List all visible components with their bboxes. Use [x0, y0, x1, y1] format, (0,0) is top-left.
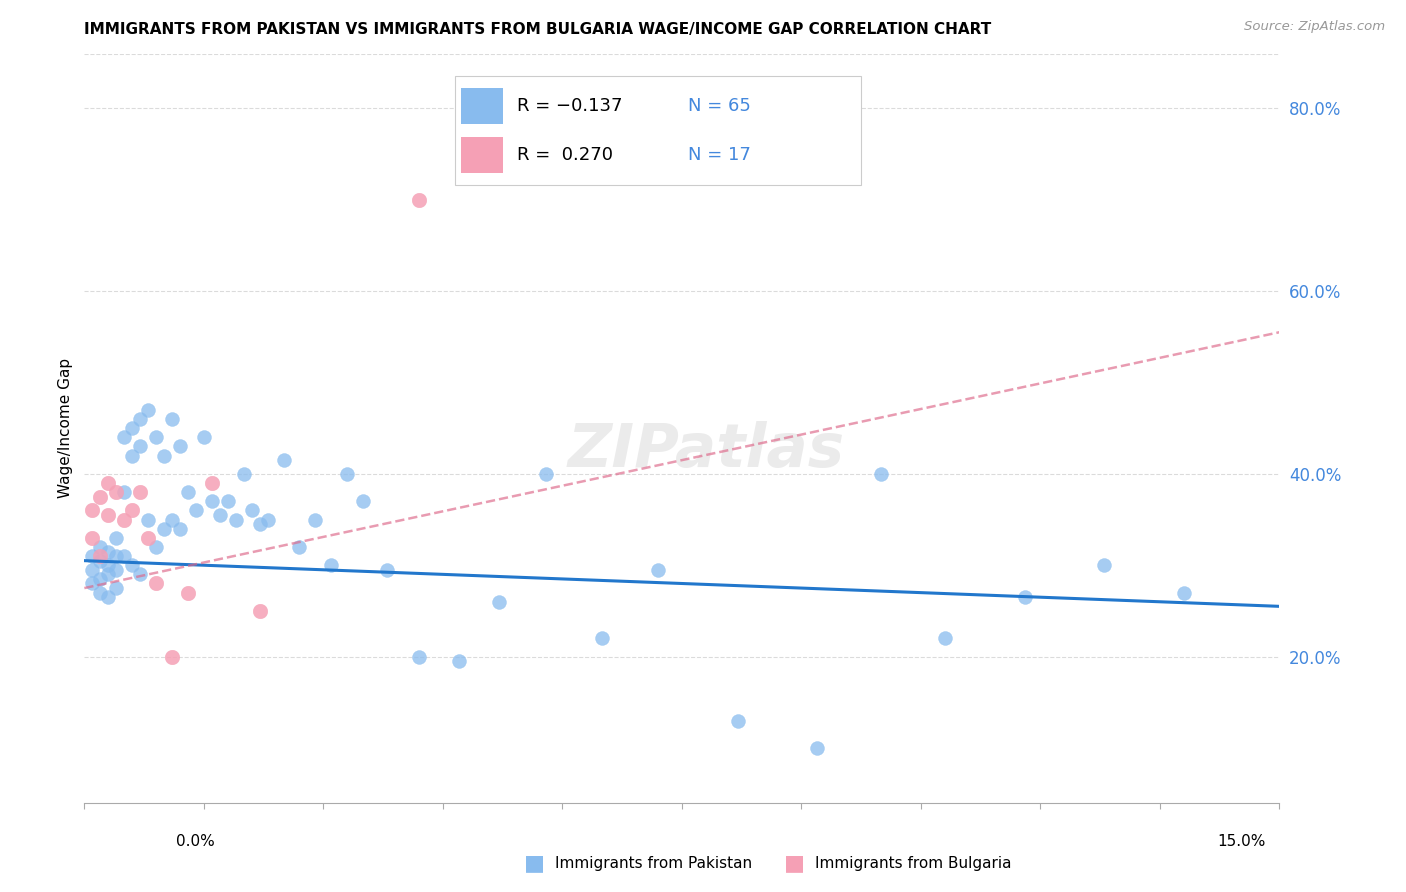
- Text: IMMIGRANTS FROM PAKISTAN VS IMMIGRANTS FROM BULGARIA WAGE/INCOME GAP CORRELATION: IMMIGRANTS FROM PAKISTAN VS IMMIGRANTS F…: [84, 22, 991, 37]
- Point: [121, 449, 143, 463]
- Point: [934, 632, 956, 646]
- Point: [288, 540, 311, 554]
- Text: N = 17: N = 17: [688, 145, 751, 163]
- Point: [129, 567, 152, 582]
- Text: Source: ZipAtlas.com: Source: ZipAtlas.com: [1244, 20, 1385, 33]
- Point: [647, 563, 669, 577]
- Point: [97, 591, 120, 605]
- Point: [169, 439, 191, 453]
- Point: [82, 549, 104, 563]
- Text: ■: ■: [524, 854, 544, 873]
- Point: [105, 549, 128, 563]
- Point: [97, 567, 120, 582]
- Point: [89, 490, 111, 504]
- Point: [129, 485, 152, 500]
- Point: [1014, 591, 1036, 605]
- Point: [136, 403, 159, 417]
- Point: [184, 503, 207, 517]
- Point: [232, 467, 254, 481]
- Point: [129, 439, 152, 453]
- Point: [249, 604, 271, 618]
- Point: [89, 554, 111, 568]
- Point: [136, 531, 159, 545]
- Point: [408, 193, 430, 207]
- Text: ■: ■: [785, 854, 804, 873]
- Point: [136, 512, 159, 526]
- Point: [112, 430, 135, 444]
- FancyBboxPatch shape: [456, 76, 862, 185]
- Point: [145, 540, 167, 554]
- Point: [105, 485, 128, 500]
- Point: [160, 649, 183, 664]
- Text: Immigrants from Bulgaria: Immigrants from Bulgaria: [815, 856, 1012, 871]
- Point: [89, 549, 111, 563]
- Point: [105, 581, 128, 595]
- Point: [727, 714, 749, 728]
- Point: [89, 585, 111, 599]
- Point: [82, 531, 104, 545]
- Point: [1173, 585, 1195, 599]
- Point: [177, 485, 200, 500]
- Point: [273, 453, 295, 467]
- Point: [129, 412, 152, 426]
- Point: [408, 649, 430, 664]
- Point: [256, 512, 278, 526]
- Point: [870, 467, 893, 481]
- Point: [177, 585, 200, 599]
- Point: [169, 522, 191, 536]
- Text: Immigrants from Pakistan: Immigrants from Pakistan: [555, 856, 752, 871]
- Point: [375, 563, 398, 577]
- Text: R = −0.137: R = −0.137: [517, 97, 623, 115]
- Point: [121, 421, 143, 435]
- Point: [145, 430, 167, 444]
- Point: [112, 485, 135, 500]
- Point: [240, 503, 263, 517]
- Point: [121, 558, 143, 573]
- Point: [97, 475, 120, 490]
- Point: [82, 503, 104, 517]
- Point: [160, 412, 183, 426]
- Point: [145, 576, 167, 591]
- Text: R =  0.270: R = 0.270: [517, 145, 613, 163]
- Point: [806, 741, 828, 756]
- Point: [105, 531, 128, 545]
- Point: [352, 494, 374, 508]
- Y-axis label: Wage/Income Gap: Wage/Income Gap: [58, 358, 73, 499]
- Point: [217, 494, 239, 508]
- Point: [97, 544, 120, 558]
- Point: [97, 558, 120, 573]
- Point: [304, 512, 326, 526]
- Point: [153, 522, 176, 536]
- Point: [536, 467, 558, 481]
- Point: [105, 563, 128, 577]
- Text: ZIPatlas: ZIPatlas: [567, 421, 845, 480]
- Text: 0.0%: 0.0%: [176, 834, 215, 849]
- Point: [153, 449, 176, 463]
- Point: [488, 595, 510, 609]
- Bar: [461, 136, 503, 173]
- Text: 15.0%: 15.0%: [1218, 834, 1265, 849]
- Point: [591, 632, 613, 646]
- Point: [225, 512, 247, 526]
- Text: N = 65: N = 65: [688, 97, 751, 115]
- Point: [447, 654, 470, 668]
- Point: [82, 576, 104, 591]
- Point: [112, 549, 135, 563]
- Point: [1092, 558, 1115, 573]
- Point: [160, 512, 183, 526]
- Point: [321, 558, 343, 573]
- Point: [97, 508, 120, 522]
- Point: [249, 517, 271, 532]
- Point: [201, 475, 224, 490]
- Point: [336, 467, 359, 481]
- Point: [208, 508, 231, 522]
- Point: [89, 540, 111, 554]
- Bar: [461, 88, 503, 124]
- Point: [193, 430, 215, 444]
- Point: [89, 572, 111, 586]
- Point: [82, 563, 104, 577]
- Point: [112, 512, 135, 526]
- Point: [201, 494, 224, 508]
- Point: [121, 503, 143, 517]
